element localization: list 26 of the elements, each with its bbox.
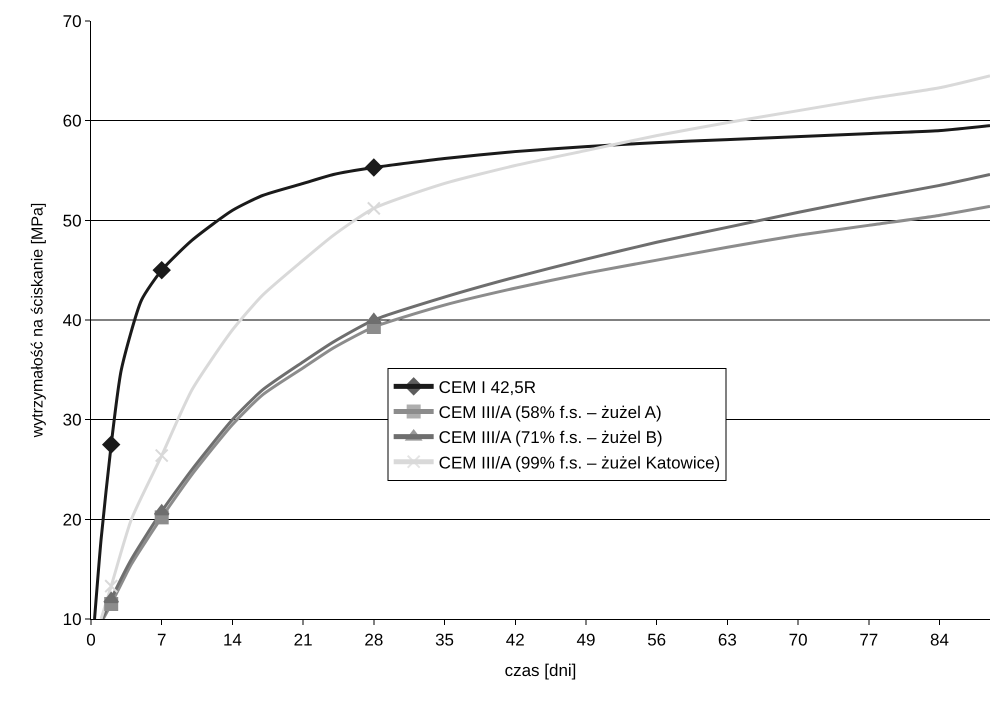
y-axis-title: wytrzymałość na ściskanie [MPa] [30, 202, 47, 438]
x-tick-label: 14 [222, 630, 242, 650]
x-tick-label: 0 [86, 630, 96, 650]
x-tick-label: 42 [506, 630, 525, 650]
legend-label: CEM III/A (71% f.s. – żużel B) [438, 428, 663, 448]
x-tick-label: 63 [718, 630, 737, 650]
y-tick-label: 40 [62, 310, 82, 330]
y-tick-label: 20 [62, 510, 82, 530]
x-tick-label: 49 [576, 630, 596, 650]
y-tick-label: 60 [62, 112, 82, 131]
x-tick-label: 21 [294, 630, 313, 650]
legend-label: CEM III/A (58% f.s. – żużel A) [438, 403, 662, 422]
x-tick-label: 7 [156, 630, 166, 650]
y-tick-label: 70 [62, 12, 82, 31]
x-tick-label: 35 [435, 630, 454, 650]
legend-label: CEM I 42,5R [438, 378, 536, 398]
x-tick-label: 84 [930, 630, 949, 650]
legend-label: CEM III/A (99% f.s. – żużel Katowice) [438, 453, 720, 472]
x-tick-label: 56 [647, 630, 666, 650]
y-tick-label: 10 [62, 610, 82, 629]
x-tick-label: 77 [859, 630, 878, 650]
x-axis-title: czas [dni] [504, 660, 576, 680]
x-tick-label: 70 [788, 630, 808, 650]
x-tick-label: 28 [364, 630, 384, 650]
y-tick-label: 50 [62, 211, 82, 230]
y-tick-label: 30 [62, 410, 82, 430]
